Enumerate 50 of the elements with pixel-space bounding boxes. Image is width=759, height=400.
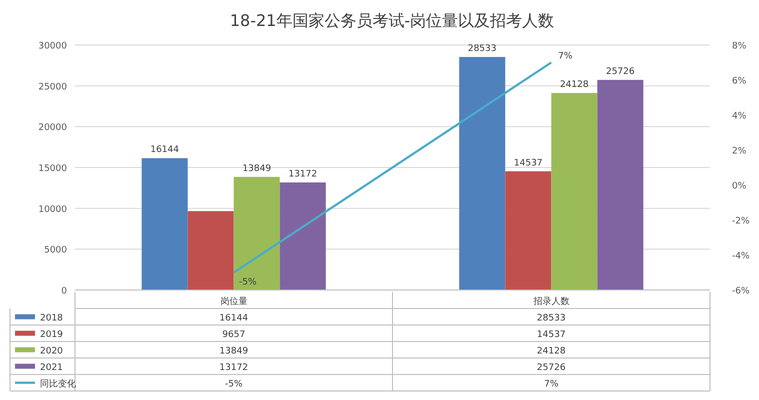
y2-tick-label: 2% [732, 146, 747, 156]
bar [505, 171, 552, 290]
legend-label: 2020 [40, 346, 64, 356]
data-label: 14537 [536, 330, 566, 340]
annotation: 25726 [606, 66, 635, 77]
text: 7% [558, 52, 572, 62]
bar [280, 182, 326, 290]
y2-tick-label: 6% [732, 76, 747, 86]
y-tick-label: 20000 [38, 123, 68, 134]
y2-tick-label: 0% [732, 182, 747, 192]
data-label: 25726 [536, 363, 566, 373]
y-tick-label: 5000 [44, 246, 68, 256]
y-tick-label: 25000 [38, 82, 68, 92]
data-label: 7% [544, 380, 559, 390]
chart-title: 18-21年国家公务员考试-岗位量以及招考人数 [230, 11, 554, 30]
bar [597, 80, 644, 290]
legend-label: 2019 [40, 330, 64, 340]
legend-label: 2018 [40, 314, 64, 324]
y2-tick-label: -4% [732, 252, 750, 262]
bar [188, 211, 234, 290]
data-label: 28533 [536, 314, 566, 324]
bar [551, 92, 598, 290]
data-label: 24128 [536, 346, 566, 356]
annotation: 14537 [514, 158, 543, 168]
bar [142, 158, 188, 290]
y-tick-label: 30000 [38, 42, 68, 52]
data-label: 9657 [222, 330, 246, 340]
x-tick-label: 岗位量 [220, 296, 248, 307]
annotation: 24128 [560, 80, 589, 90]
data-label: 13849 [219, 346, 248, 356]
y2-tick-label: -2% [732, 216, 750, 226]
annotation: 28533 [468, 44, 497, 54]
data-label: 16144 [219, 314, 248, 324]
y-tick-label: 10000 [38, 204, 68, 215]
y2-tick-label: 8% [732, 42, 747, 52]
x-tick-label: 招录人数 [532, 296, 570, 307]
y-tick-label: 15000 [38, 164, 68, 174]
annotation: 13849 [242, 164, 272, 174]
annotation: 13172 [288, 169, 318, 180]
data-label: 13172 [219, 363, 248, 373]
legend-label: 2021 [40, 363, 63, 373]
annotation: 16144 [150, 145, 180, 156]
legend-label: 同比变化 [40, 378, 76, 390]
bar [459, 56, 506, 290]
y2-tick-label: 4% [732, 112, 747, 122]
data-label: -5% [224, 380, 243, 390]
y2-tick-label: -6% [732, 286, 750, 296]
bar [234, 176, 280, 290]
text: -5% [238, 278, 257, 288]
y-tick-label: 0 [61, 286, 68, 296]
